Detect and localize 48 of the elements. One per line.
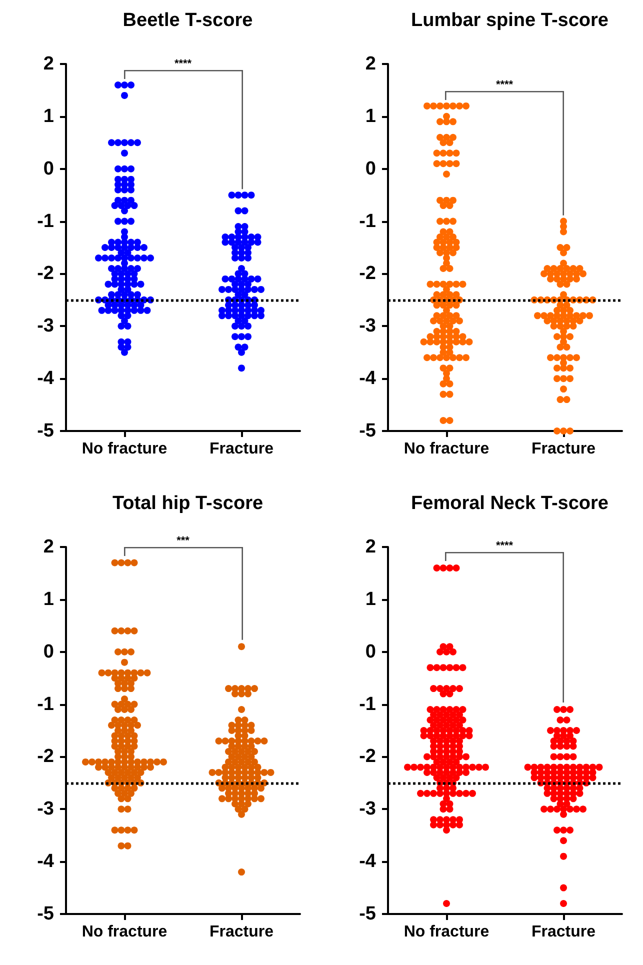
y-tick-label: -4 [358,850,376,872]
y-tick-label: -1 [37,210,54,232]
y-tick-label: -1 [37,693,54,714]
y-tick-label: -1 [358,210,376,232]
y-tick-label: -5 [37,903,54,924]
y-tick-label: -5 [358,903,376,924]
chart-title: Total hip T-score [112,492,264,514]
y-tick-label: 2 [43,54,54,74]
y-tick-label: 0 [364,640,376,662]
y-tick-label: 2 [43,536,54,557]
y-tick-label: 1 [43,588,54,610]
y-tick-label: 0 [364,158,376,180]
y-tick-label: -4 [37,850,54,872]
chart-title: Femoral Neck T-score [410,492,608,514]
chart-title: Beetle T-score [122,10,253,31]
y-tick-label: -3 [358,798,376,820]
x-tick-label: No fracture [82,440,168,458]
annotation: **** [496,78,514,91]
y-tick-label: 0 [43,158,54,180]
y-tick-label: -3 [358,316,376,337]
y-tick-label: -2 [358,746,376,767]
y-tick-label: 2 [364,536,376,557]
y-tick-label: -4 [37,368,54,390]
y-tick-label: -3 [37,798,54,820]
annotation: *** [176,535,190,548]
y-tick-label: -5 [37,420,54,442]
chart-title: Lumbar spine T-score [410,10,608,31]
y-tick-label: 1 [364,588,376,610]
x-tick-label: No fracture [403,440,489,458]
y-tick-label: 1 [364,106,376,127]
x-tick-label: Fracture [530,923,596,940]
y-tick-label: -1 [358,693,376,714]
y-tick-label: 1 [43,106,54,127]
x-tick-label: Fracture [209,923,274,940]
x-tick-label: Fracture [530,440,596,458]
y-tick-label: -2 [358,263,376,284]
y-tick-label: 2 [364,54,376,74]
y-tick-label: -5 [358,420,376,442]
annotation: **** [174,58,192,70]
y-tick-label: -2 [37,263,54,284]
y-tick-label: -3 [37,316,54,337]
y-tick-label: 0 [43,640,54,662]
y-tick-label: -2 [37,746,54,767]
x-tick-label: Fracture [209,440,274,458]
y-tick-label: -4 [358,368,376,390]
x-tick-label: No fracture [403,923,489,940]
x-tick-label: No fracture [82,923,168,940]
annotation: **** [496,540,514,552]
